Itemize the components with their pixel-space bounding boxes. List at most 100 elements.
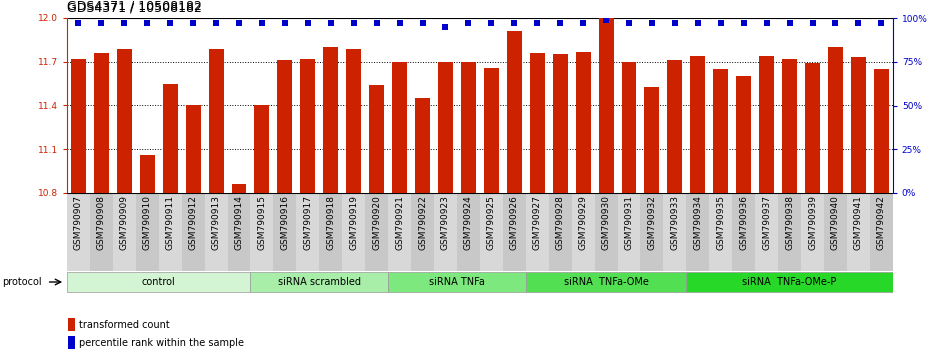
Point <box>346 21 361 26</box>
Text: GSM790908: GSM790908 <box>97 195 106 250</box>
Text: GSM790917: GSM790917 <box>303 195 312 250</box>
Text: percentile rank within the sample: percentile rank within the sample <box>79 338 245 348</box>
Point <box>186 21 201 26</box>
Text: GSM790914: GSM790914 <box>234 195 244 250</box>
Point <box>805 21 820 26</box>
Bar <box>549 193 572 271</box>
Point <box>255 21 270 26</box>
Text: GSM790942: GSM790942 <box>877 195 886 250</box>
Bar <box>870 193 893 271</box>
Text: GSM790941: GSM790941 <box>854 195 863 250</box>
Point <box>415 21 430 26</box>
Point <box>438 24 453 30</box>
Text: GSM790920: GSM790920 <box>372 195 381 250</box>
Bar <box>663 193 686 271</box>
Bar <box>411 193 434 271</box>
Point <box>668 21 683 26</box>
Bar <box>228 193 250 271</box>
Bar <box>530 53 545 193</box>
Point <box>232 21 246 26</box>
Text: GSM790922: GSM790922 <box>418 195 427 250</box>
Text: GSM790923: GSM790923 <box>441 195 450 250</box>
Text: GSM790909: GSM790909 <box>120 195 129 250</box>
Bar <box>618 193 641 271</box>
Bar <box>163 84 178 193</box>
Bar <box>690 56 705 193</box>
Text: GSM790911: GSM790911 <box>166 195 175 250</box>
Point <box>621 21 636 26</box>
Text: GSM790927: GSM790927 <box>533 195 542 250</box>
Point <box>300 21 315 26</box>
Point <box>461 21 476 26</box>
Point <box>140 21 154 26</box>
Point <box>828 21 843 26</box>
Text: GSM790940: GSM790940 <box>830 195 840 250</box>
Bar <box>710 193 732 271</box>
Text: GSM790926: GSM790926 <box>510 195 519 250</box>
Point <box>208 21 223 26</box>
Point <box>851 21 866 26</box>
Bar <box>805 63 820 193</box>
Bar <box>159 193 181 271</box>
Bar <box>250 193 273 271</box>
Bar <box>68 336 75 349</box>
Bar <box>319 193 342 271</box>
Text: GSM790915: GSM790915 <box>258 195 267 250</box>
Bar <box>94 53 109 193</box>
Bar <box>181 193 205 271</box>
Text: GSM790907: GSM790907 <box>73 195 83 250</box>
Point <box>324 21 339 26</box>
Point <box>644 21 659 26</box>
Point <box>392 21 407 26</box>
Bar <box>232 184 246 193</box>
Text: GSM790937: GSM790937 <box>762 195 771 250</box>
Bar <box>297 193 319 271</box>
Bar <box>457 193 480 271</box>
Text: GSM790932: GSM790932 <box>647 195 657 250</box>
Bar <box>415 98 430 193</box>
Bar <box>68 318 75 331</box>
Bar <box>186 105 201 193</box>
Bar <box>828 47 843 193</box>
Bar <box>205 193 228 271</box>
Bar <box>732 193 755 271</box>
Point <box>759 21 774 26</box>
Bar <box>594 193 618 271</box>
Point <box>713 21 728 26</box>
Bar <box>525 272 686 292</box>
Point <box>690 21 705 26</box>
Text: GSM790921: GSM790921 <box>395 195 405 250</box>
Bar <box>461 62 476 193</box>
Text: GSM790933: GSM790933 <box>671 195 680 250</box>
Bar <box>392 62 407 193</box>
Bar <box>847 193 870 271</box>
Text: GSM790929: GSM790929 <box>578 195 588 250</box>
Text: siRNA scrambled: siRNA scrambled <box>278 277 361 287</box>
Text: control: control <box>142 277 176 287</box>
Bar <box>599 18 614 193</box>
Bar <box>525 193 549 271</box>
Bar <box>300 59 315 193</box>
Bar <box>117 48 132 193</box>
Point <box>599 17 614 23</box>
Bar <box>434 193 457 271</box>
Bar <box>686 272 893 292</box>
Text: GSM790939: GSM790939 <box>808 195 817 250</box>
Bar <box>250 272 388 292</box>
Text: siRNA  TNFa-OMe: siRNA TNFa-OMe <box>564 277 648 287</box>
Point <box>277 21 292 26</box>
Text: GDS4371 / 10508182: GDS4371 / 10508182 <box>67 1 202 15</box>
Bar <box>737 76 751 193</box>
Bar <box>668 60 683 193</box>
Bar <box>713 69 728 193</box>
Bar <box>824 193 847 271</box>
Point <box>782 21 797 26</box>
Text: GSM790913: GSM790913 <box>211 195 220 250</box>
Text: GSM790910: GSM790910 <box>142 195 152 250</box>
Bar <box>503 193 525 271</box>
Text: GSM790931: GSM790931 <box>624 195 633 250</box>
Bar <box>507 31 522 193</box>
Text: transformed count: transformed count <box>79 320 170 330</box>
Bar <box>801 193 824 271</box>
Text: GSM790934: GSM790934 <box>693 195 702 250</box>
